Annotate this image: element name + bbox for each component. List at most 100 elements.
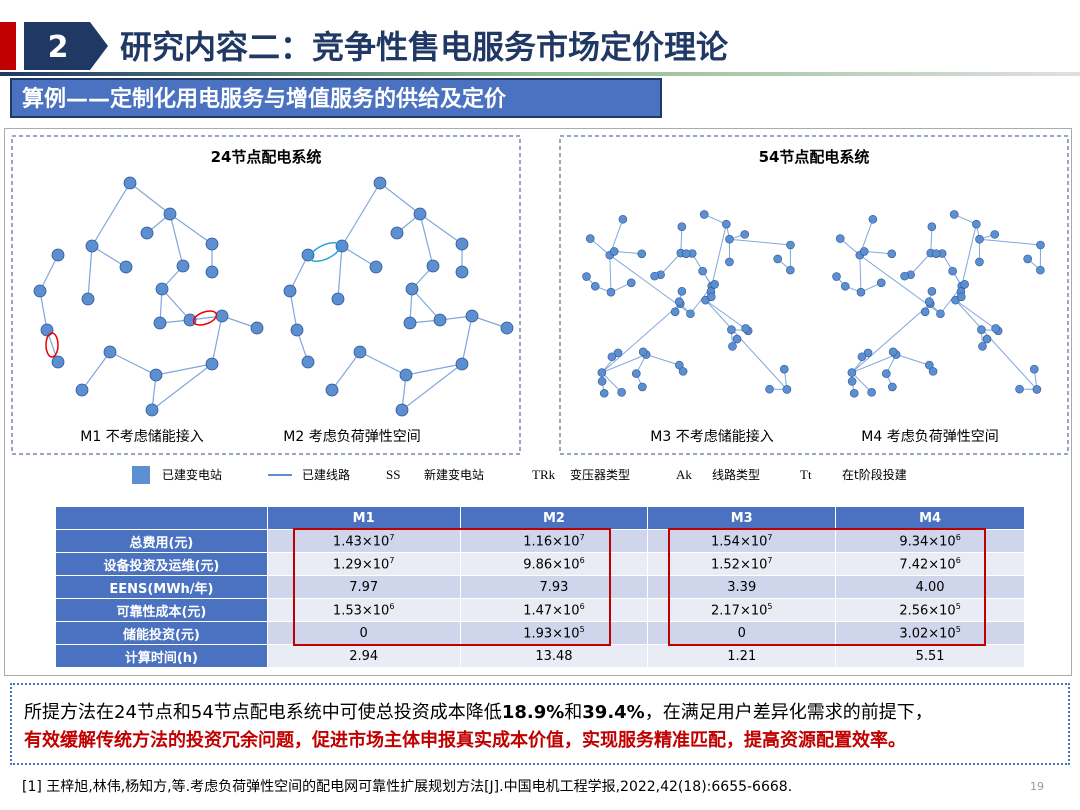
node <box>205 357 219 371</box>
cell-base: 1.52×10 <box>711 557 768 573</box>
table-cell: 1.21 <box>647 644 837 668</box>
node <box>51 355 65 369</box>
node <box>325 383 339 397</box>
node <box>990 230 1000 239</box>
edge <box>405 363 463 376</box>
cell-exponent: 7 <box>767 555 773 565</box>
node <box>849 388 859 398</box>
edge <box>289 290 298 331</box>
cell-base: 1.16×10 <box>523 534 580 550</box>
node <box>205 265 219 279</box>
node <box>960 280 969 289</box>
edge <box>169 213 184 267</box>
diagram-frame <box>559 135 1069 455</box>
node <box>707 292 716 302</box>
node <box>887 249 897 259</box>
node <box>1036 265 1045 275</box>
edge <box>331 351 361 391</box>
node <box>609 247 619 256</box>
node <box>900 271 909 281</box>
edge <box>109 351 157 376</box>
cell-exponent: 5 <box>955 601 961 611</box>
legend-label: 已建变电站 <box>162 467 222 482</box>
edge <box>39 254 59 292</box>
table-row: EENS(MWh/年) 7.97 7.93 3.39 4.00 <box>55 575 1025 599</box>
node <box>765 384 774 394</box>
edge <box>680 226 683 254</box>
node <box>51 248 65 262</box>
highlight <box>45 332 59 358</box>
table-cell: 2.94 <box>266 644 461 668</box>
caption: M4 考虑负荷弹性空间 <box>861 429 998 445</box>
node <box>681 249 691 258</box>
node <box>927 286 937 296</box>
node <box>500 321 514 335</box>
cell-exponent: 7 <box>767 532 773 542</box>
edge <box>729 238 791 246</box>
node <box>832 272 841 281</box>
highlight-box <box>293 528 611 646</box>
edge <box>401 363 463 411</box>
cell-base: 9.86×10 <box>523 557 580 573</box>
cell-base: 1.54×10 <box>711 534 768 550</box>
node <box>677 222 687 231</box>
node <box>638 382 647 392</box>
edge <box>169 213 213 245</box>
highlight <box>192 310 218 326</box>
table-cell: 1.47×106 <box>459 598 649 622</box>
cell-exponent: 5 <box>767 601 773 611</box>
cell-exponent: 7 <box>389 555 395 565</box>
node <box>1032 385 1042 394</box>
node <box>686 309 695 319</box>
cell-base: 2.56×10 <box>899 603 956 619</box>
legend-label: 新建变电站 <box>424 467 484 482</box>
node <box>205 237 219 251</box>
edge <box>419 213 434 267</box>
row-label: 储能投资(元) <box>55 621 268 645</box>
node <box>399 368 413 382</box>
header-cell <box>55 506 268 530</box>
node <box>728 342 737 351</box>
node <box>1029 364 1039 374</box>
subtitle: 算例——定制化用电服务与增值服务的供给及定价 <box>10 78 662 118</box>
edge <box>711 224 727 287</box>
node <box>455 265 469 279</box>
diagram-frame <box>11 135 521 455</box>
table-cell: 5.51 <box>835 644 1025 668</box>
edge <box>864 250 892 255</box>
node <box>405 282 419 296</box>
highlight-box <box>668 528 986 646</box>
node <box>331 292 345 306</box>
node <box>677 286 687 296</box>
node <box>638 347 648 357</box>
node <box>155 282 169 296</box>
node <box>75 383 89 397</box>
edge <box>341 245 377 268</box>
node <box>710 280 719 289</box>
node <box>403 316 417 330</box>
node <box>931 249 941 258</box>
node <box>863 348 873 358</box>
node <box>455 237 469 251</box>
edge <box>337 245 343 300</box>
table-cell: 2.17×105 <box>647 598 837 622</box>
legend-symbol: SS <box>386 467 400 482</box>
row-label: 设备投资及运维(元) <box>55 552 268 576</box>
node <box>626 278 636 288</box>
node <box>991 324 1000 333</box>
cell-base: 7.42×10 <box>899 557 956 573</box>
edge <box>601 303 681 373</box>
node <box>957 292 966 302</box>
node <box>840 281 850 291</box>
edge <box>614 250 642 255</box>
legend-symbol: TRk <box>532 467 556 482</box>
cell-exponent: 5 <box>579 624 585 634</box>
node <box>977 325 986 334</box>
cell-exponent: 7 <box>389 532 395 542</box>
table-cell: 1.29×107 <box>266 552 461 576</box>
networks: 24节点配电系统 54节点配电系统 M1 不考虑储能接入 M2 考虑负荷弹性空间… <box>11 135 1069 455</box>
edge <box>609 255 612 293</box>
node <box>597 377 607 386</box>
highlight <box>309 241 341 263</box>
edge <box>955 299 1038 390</box>
